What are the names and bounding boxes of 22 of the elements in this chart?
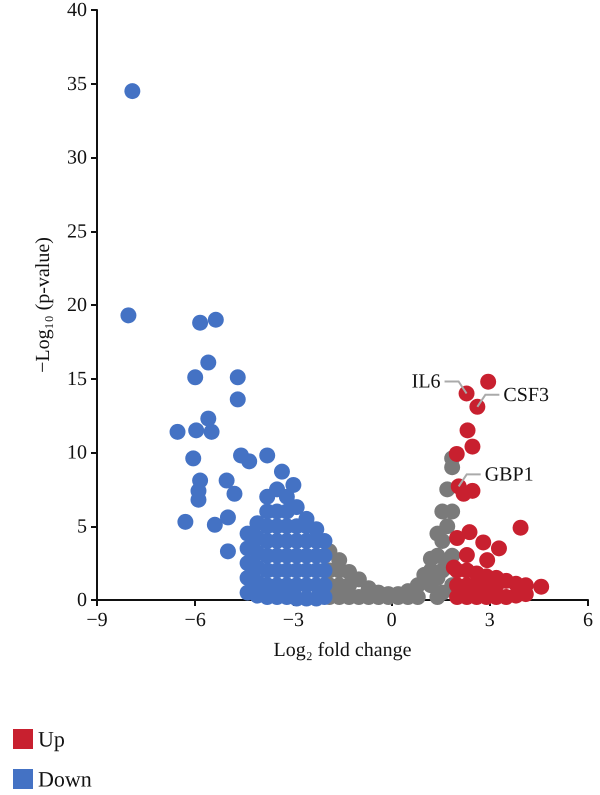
x-tick-label: 3 [484,609,495,631]
legend-label: Down [38,766,92,792]
annotation: GBP1 [484,463,534,486]
x-tick-label: 6 [583,609,593,631]
x-tick-label: −3 [282,609,304,631]
legend-label: Up [38,726,65,752]
y-tick-label: 10 [67,442,87,464]
x-tick-label: −6 [184,609,206,631]
y-tick-label: 30 [67,146,87,168]
x-axis-title: Log₂ fold change [273,639,412,661]
y-tick-label: 5 [77,515,87,538]
annotation: CSF3 [503,384,549,406]
y-tick-label: 20 [67,294,87,316]
annotation: IL6 [412,370,441,392]
y-tick-label: 0 [77,589,87,611]
y-tick-label: 25 [67,220,87,242]
y-tick-label: 35 [67,72,87,95]
x-tick-label: −9 [86,609,108,631]
y-tick-label: 15 [67,368,87,390]
y-tick-label: 40 [67,0,87,21]
y-axis-title: −Log₁₀ (p-value) [32,237,54,373]
x-tick-label: 0 [386,609,397,631]
